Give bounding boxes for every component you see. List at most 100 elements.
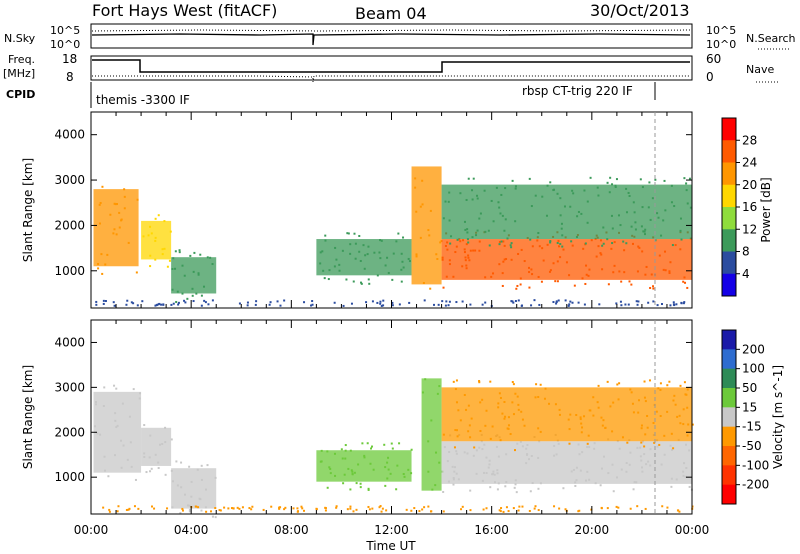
echo-pixel (555, 453, 558, 456)
ground-scatter-pixel (255, 300, 258, 303)
echo-pixel (454, 251, 457, 254)
echo-pixel (505, 257, 508, 260)
echo-pixel (499, 396, 502, 399)
echo-pixel (395, 240, 398, 243)
echo-pixel (395, 488, 398, 491)
ground-scatter-pixel (517, 299, 520, 302)
echo-pixel (497, 201, 500, 204)
echo-pixel (457, 409, 460, 412)
ground-scatter-pixel (278, 507, 281, 510)
echo-pixel (350, 469, 353, 472)
echo-pixel (580, 431, 583, 434)
echo-pixel (584, 282, 587, 285)
echo-pixel (357, 463, 360, 466)
echo-pixel (682, 474, 685, 477)
echo-pixel (465, 408, 468, 411)
echo-pixel (419, 236, 422, 239)
echo-pixel (679, 217, 682, 220)
echo-pixel (503, 400, 506, 403)
echo-pixel (206, 256, 209, 259)
echo-pixel (492, 472, 495, 475)
echo-pixel (143, 456, 146, 459)
ground-scatter-pixel (95, 300, 98, 303)
nave-tick-top: 60 (706, 52, 721, 66)
velocity-y-axis-label: Slant Range [km] (21, 365, 35, 469)
echo-pixel (464, 228, 467, 231)
echo-pixel (680, 238, 683, 241)
echo-pixel (691, 423, 694, 426)
echo-pixel (408, 260, 411, 263)
ground-scatter-pixel (350, 302, 353, 305)
echo-pixel (588, 478, 591, 481)
ground-scatter-pixel (619, 300, 622, 303)
echo-pixel (461, 265, 464, 268)
echo-pixel (507, 424, 510, 427)
echo-pixel (548, 402, 551, 405)
ground-scatter-pixel (346, 508, 349, 511)
echo-pixel (176, 290, 179, 293)
echo-pixel (455, 452, 458, 455)
echo-pixel (634, 221, 637, 224)
echo-pixel (346, 232, 349, 235)
echo-pixel (620, 280, 623, 283)
echo-pixel (556, 280, 559, 283)
echo-pixel (193, 251, 196, 254)
y-tick-label: 2000 (54, 218, 85, 232)
echo-pixel (636, 270, 639, 273)
echo-pixel (668, 270, 671, 273)
echo-pixel (471, 189, 474, 192)
echo-pixel (672, 399, 675, 402)
echo-pixel (163, 247, 166, 250)
echo-pixel (154, 453, 157, 456)
echo-pixel (607, 283, 610, 286)
echo-pixel (499, 439, 502, 442)
echo-pixel (610, 247, 613, 250)
echo-pixel (120, 466, 123, 469)
echo-pixel (657, 387, 660, 390)
echo-pixel (586, 470, 589, 473)
echo-pixel (669, 261, 672, 264)
echo-pixel (116, 424, 119, 427)
nsearch-trace (91, 29, 691, 32)
velocity-colorbar: 200 100 50 15 -15 -50 -100 -200 (721, 329, 769, 505)
echo-pixel (320, 449, 323, 452)
echo-pixel (158, 443, 161, 446)
echo-pixel (501, 272, 504, 275)
echo-pixel (557, 239, 560, 242)
ground-scatter-pixel (502, 510, 505, 513)
echo-pixel (574, 484, 577, 487)
echo-pixel (97, 267, 100, 270)
echo-pixel (391, 447, 394, 450)
echo-pixel (474, 249, 477, 252)
echo-pixel (154, 217, 157, 220)
echo-pixel (502, 260, 505, 263)
echo-pixel (516, 284, 519, 287)
echo-pixel (211, 515, 214, 518)
echo-pixel (654, 239, 657, 242)
echo-pixel (136, 198, 139, 201)
echo-pixel (362, 244, 365, 247)
echo-pixel (481, 398, 484, 401)
echo-pixel (363, 456, 366, 459)
echo-pixel (682, 408, 685, 411)
echo-pixel (674, 244, 677, 247)
echo-pixel (643, 453, 646, 456)
echo-pixel (319, 262, 322, 265)
echo-pixel (613, 241, 616, 244)
echo-pixel (452, 478, 455, 481)
ground-scatter-pixel (230, 507, 233, 510)
colorbar-tick-label: 8 (742, 245, 750, 259)
echo-pixel (490, 275, 493, 278)
echo-pixel (166, 265, 169, 268)
ground-scatter-pixel (154, 304, 157, 307)
echo-pixel (186, 504, 189, 507)
echo-pixel (209, 256, 212, 259)
echo-pixel (632, 488, 635, 491)
ground-scatter-pixel (437, 303, 440, 306)
ground-scatter-pixel (568, 303, 571, 306)
ground-scatter-pixel (537, 509, 540, 512)
echo-pixel (499, 212, 502, 215)
echo-pixel (492, 272, 495, 275)
echo-pixel (489, 437, 492, 440)
ground-scatter-pixel (108, 508, 111, 511)
